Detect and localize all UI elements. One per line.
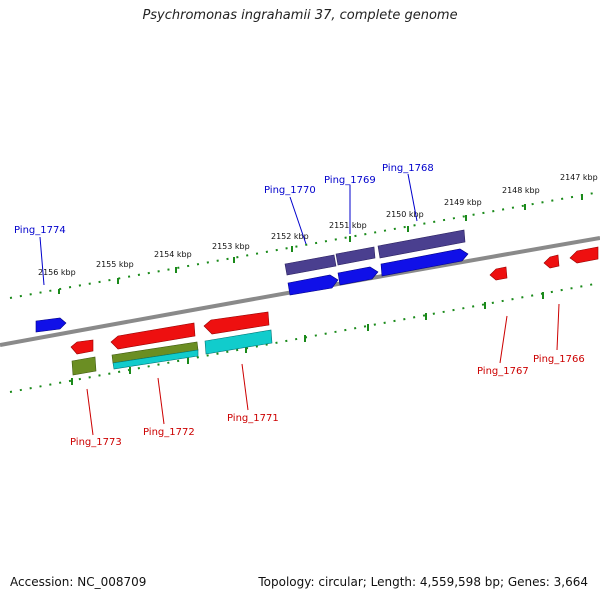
gene-label-ping-1773: Ping_1773 (70, 437, 122, 448)
scale-label: 2154 kbp (154, 250, 192, 259)
genome-title: Psychromonas ingrahamii 37, complete gen… (142, 8, 458, 23)
gene-arrow-ping-1774[interactable] (35, 317, 67, 333)
reverse-genes (70, 246, 599, 376)
gene-label-ping-1772: Ping_1772 (143, 427, 195, 438)
gene-arrow-ping-1769[interactable] (337, 266, 379, 286)
gene-arrow-ping-1772[interactable] (110, 322, 196, 350)
gene-block-cyan[interactable] (112, 349, 199, 370)
topology-text: Topology: circular; Length: 4,559,598 bp… (258, 575, 588, 589)
gene-block-purple[interactable] (377, 229, 466, 259)
scale-label: 2148 kbp (502, 186, 540, 195)
gene-label-ping-1767: Ping_1767 (477, 366, 529, 377)
gene-arrow-ping-1767[interactable] (489, 266, 508, 281)
scale-label: 2151 kbp (329, 221, 367, 230)
gene-arrow-ping-1768[interactable] (380, 248, 469, 277)
scale-label: 2149 kbp (444, 198, 482, 207)
top-gene-labels: Ping_1774 Ping_1770 Ping_1769 Ping_1768 (14, 163, 434, 286)
lower-scale-track (9, 282, 600, 393)
gene-label-ping-1769: Ping_1769 (324, 175, 376, 186)
bottom-gene-labels: Ping_1773 Ping_1772 Ping_1771 Ping_1767 … (70, 303, 585, 448)
gene-label-ping-1766: Ping_1766 (533, 354, 585, 365)
gene-label-ping-1770: Ping_1770 (264, 185, 316, 196)
scale-labels: 2156 kbp 2155 kbp 2154 kbp 2153 kbp 2152… (38, 173, 598, 277)
accession-text: Accession: NC_008709 (10, 575, 147, 589)
gene-arrow-ping-1770[interactable] (287, 274, 339, 296)
gene-block-purple[interactable] (335, 246, 376, 266)
gene-block-olive[interactable] (71, 356, 97, 376)
scale-label: 2147 kbp (560, 173, 598, 182)
gene-label-ping-1771: Ping_1771 (227, 413, 279, 424)
upper-scale-track (9, 191, 600, 299)
gene-block-purple[interactable] (284, 254, 337, 276)
scale-label: 2155 kbp (96, 260, 134, 269)
gene-block-cyan[interactable] (204, 329, 273, 355)
gene-arrow-ping-1766[interactable] (543, 254, 560, 269)
gene-arrow-edge[interactable] (569, 246, 599, 264)
scale-label: 2156 kbp (38, 268, 76, 277)
scale-label: 2153 kbp (212, 242, 250, 251)
gene-arrow-ping-1773[interactable] (70, 339, 94, 355)
gene-arrow-ping-1771[interactable] (203, 311, 270, 335)
gene-label-ping-1774: Ping_1774 (14, 225, 66, 236)
scale-label: 2152 kbp (271, 232, 309, 241)
scale-label: 2150 kbp (386, 210, 424, 219)
forward-genes (35, 229, 469, 333)
gene-label-ping-1768: Ping_1768 (382, 163, 434, 174)
